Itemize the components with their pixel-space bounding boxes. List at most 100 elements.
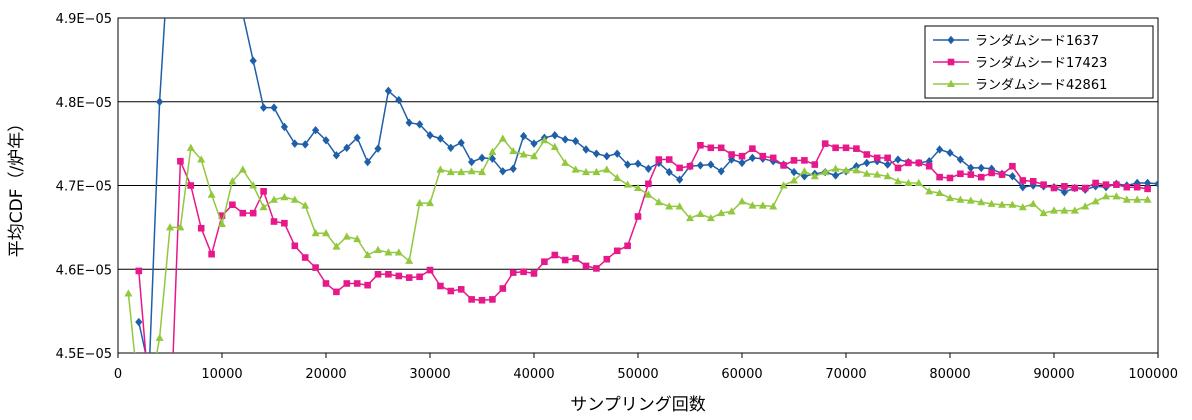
data-point	[749, 145, 756, 152]
data-point	[550, 142, 559, 150]
data-point	[572, 255, 579, 262]
data-point	[239, 209, 247, 217]
data-point	[1143, 195, 1152, 203]
data-point	[260, 188, 267, 195]
data-point	[821, 140, 829, 147]
data-point	[894, 177, 902, 185]
x-tick-label: 60000	[721, 367, 762, 382]
data-point	[884, 154, 891, 162]
data-point	[665, 202, 674, 210]
data-point	[728, 151, 735, 158]
data-point	[654, 198, 663, 206]
data-point	[446, 167, 455, 176]
data-point	[738, 158, 746, 168]
data-point	[478, 153, 486, 163]
data-point	[1112, 192, 1121, 200]
data-point	[457, 286, 465, 293]
data-point	[936, 173, 943, 181]
data-point	[499, 167, 507, 176]
data-point	[519, 150, 528, 158]
data-point	[1123, 183, 1131, 191]
data-point	[405, 274, 413, 281]
data-point	[634, 183, 642, 192]
data-point	[177, 157, 184, 165]
data-point	[988, 169, 995, 177]
data-point	[520, 268, 527, 276]
data-point	[769, 202, 778, 210]
data-point	[738, 152, 746, 160]
data-point	[332, 242, 341, 250]
data-point	[707, 160, 715, 169]
legend: ランダムシード1637 ランダムシード17423 ランダムシード42861	[924, 25, 1154, 99]
data-point	[748, 201, 757, 209]
data-point	[312, 126, 320, 135]
data-point	[135, 267, 143, 275]
data-point	[238, 165, 247, 173]
data-point	[665, 156, 673, 163]
data-point	[1144, 178, 1152, 188]
data-point	[343, 280, 351, 287]
data-point	[707, 144, 715, 152]
data-point	[717, 144, 725, 152]
data-point	[706, 213, 715, 222]
x-tick-label: 40000	[513, 367, 554, 382]
data-point	[541, 258, 548, 266]
data-point	[1102, 192, 1110, 200]
data-point	[135, 317, 143, 327]
data-point	[1029, 199, 1038, 207]
data-point	[925, 187, 934, 195]
data-point	[457, 138, 465, 147]
data-point	[883, 172, 892, 180]
data-point	[260, 103, 268, 112]
data-point	[447, 287, 455, 295]
data-point	[821, 167, 830, 176]
data-point	[977, 163, 985, 173]
data-point	[1018, 203, 1027, 211]
data-point	[1102, 181, 1110, 188]
data-point	[176, 223, 185, 231]
data-point	[832, 144, 839, 152]
data-point	[1050, 206, 1058, 214]
data-point	[894, 155, 902, 164]
data-point	[540, 136, 549, 144]
data-point	[582, 167, 590, 176]
series-2	[135, 140, 1151, 399]
data-point	[155, 333, 164, 341]
data-point	[613, 149, 621, 158]
data-point	[197, 224, 205, 232]
data-point	[437, 282, 444, 290]
data-point	[863, 151, 871, 158]
data-point	[156, 392, 163, 399]
data-point	[582, 145, 590, 154]
data-point	[925, 162, 933, 170]
data-point	[853, 145, 860, 152]
data-point	[384, 248, 393, 256]
data-point	[405, 256, 414, 264]
data-point	[322, 280, 330, 287]
data-point	[301, 254, 309, 261]
data-point	[998, 171, 1006, 178]
legend-box	[924, 25, 1154, 99]
data-point	[281, 219, 288, 227]
x-tick-label: 30000	[409, 367, 450, 382]
data-point	[862, 169, 871, 177]
data-point	[1144, 185, 1151, 193]
data-point	[593, 265, 600, 272]
data-point	[488, 154, 496, 163]
data-point	[967, 171, 975, 178]
data-point	[364, 157, 372, 167]
data-point	[509, 164, 517, 173]
data-point	[696, 209, 705, 217]
data-point	[301, 140, 309, 149]
data-point	[551, 131, 559, 140]
data-point	[468, 296, 475, 303]
data-point	[623, 180, 632, 188]
data-point	[634, 159, 642, 168]
data-point	[592, 167, 601, 176]
data-point	[665, 167, 673, 177]
data-point	[884, 160, 892, 169]
legend-label: ランダムシード42861	[975, 78, 1107, 93]
data-point	[135, 391, 143, 398]
x-tick-label: 10000	[201, 367, 242, 382]
data-point	[1008, 172, 1016, 181]
